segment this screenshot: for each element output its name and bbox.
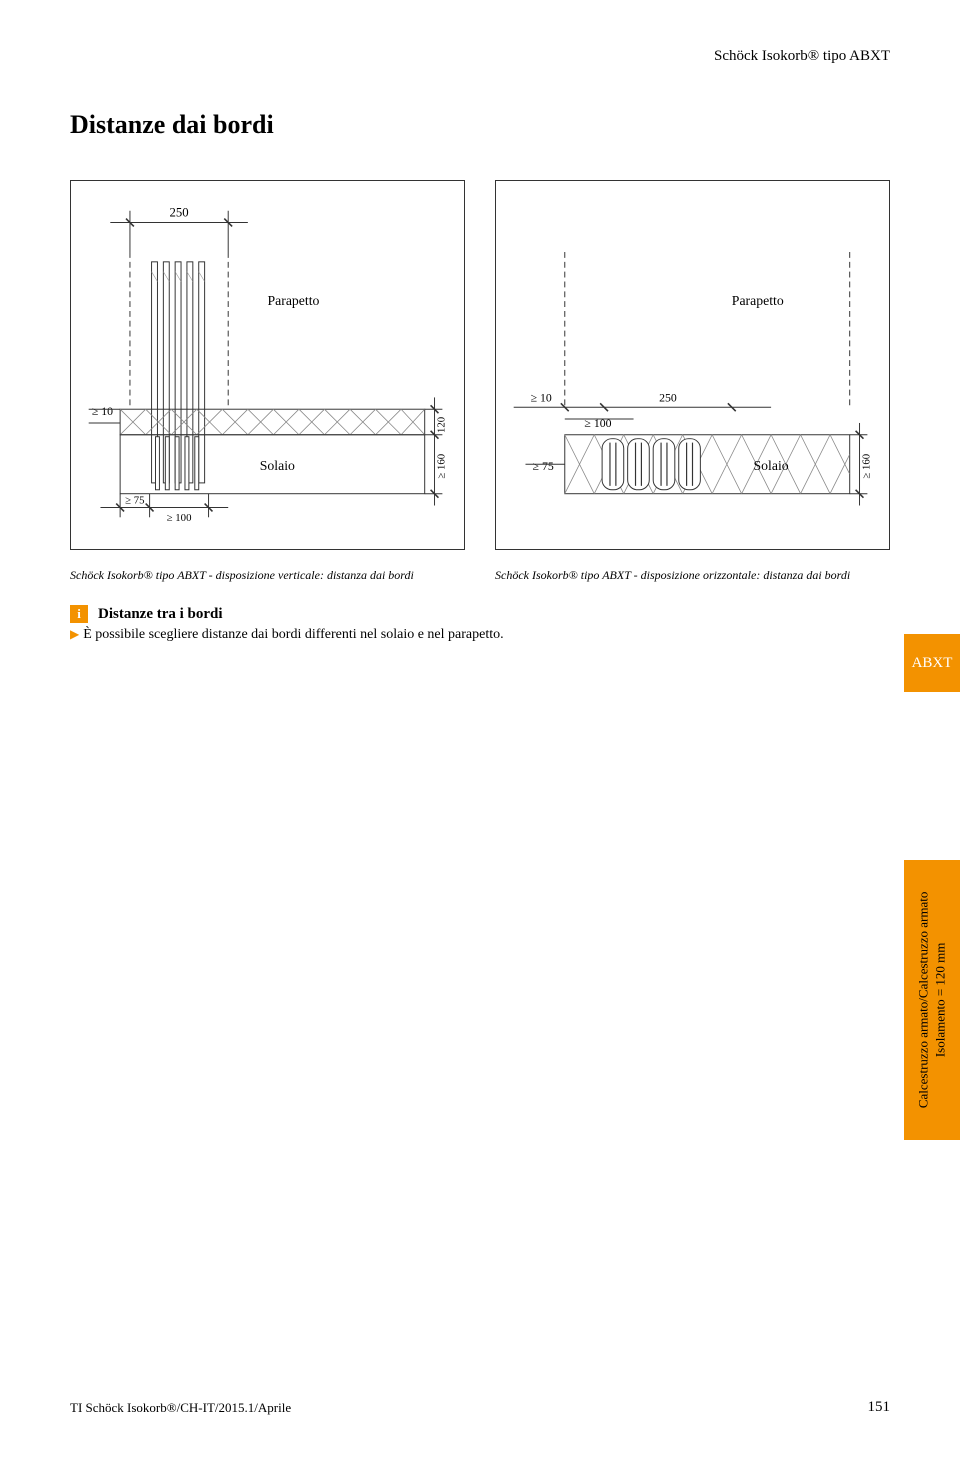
diagram-horizontal: Parapetto ≥ 10 250 ≥ 100 Solaio ≥ 75 — [495, 180, 890, 550]
label-solaio-r: Solaio — [754, 458, 789, 473]
info-bullet-text: È possibile scegliere distanze dai bordi… — [83, 627, 503, 642]
header-product: Schöck Isokorb® tipo ABXT — [714, 48, 890, 65]
diagram-vertical: 250 Parapetto ≥ 10 — [70, 180, 465, 550]
caption-row: Schöck Isokorb® tipo ABXT - disposizione… — [70, 568, 890, 583]
label-solaio: Solaio — [260, 458, 295, 473]
dim-ge100-r: ≥ 100 — [584, 416, 611, 430]
side-tab-line2: Isolamento = 120 mm — [932, 943, 947, 1058]
diagrams-row: 250 Parapetto ≥ 10 — [70, 180, 890, 550]
info-block: i Distanze tra i bordi ▶ È possibile sceg… — [70, 605, 890, 643]
info-bullet: ▶ È possibile scegliere distanze dai bord… — [70, 627, 890, 643]
dim-120: 120 — [435, 417, 447, 433]
caption-left: Schöck Isokorb® tipo ABXT - disposizione… — [70, 568, 465, 583]
dim-ge10: ≥ 10 — [92, 404, 113, 418]
dim-250-r: 250 — [659, 390, 677, 404]
dim-ge100: ≥ 100 — [167, 512, 192, 524]
footer-left: TI Schöck Isokorb®/CH-IT/2015.1/Aprile — [70, 1400, 291, 1416]
side-tab-abxt: ABXT — [904, 634, 960, 692]
dim-ge75-r: ≥ 75 — [533, 459, 554, 473]
info-title: Distanze tra i bordi — [98, 606, 223, 622]
dim-ge160-r: ≥ 160 — [860, 454, 872, 479]
dim-ge75: ≥ 75 — [125, 495, 144, 507]
caption-right: Schöck Isokorb® tipo ABXT - disposizione… — [495, 568, 890, 583]
footer-page-number: 151 — [868, 1399, 891, 1416]
side-tab-material: Calcestruzzo armato/Calcestruzzo armato … — [904, 860, 960, 1140]
info-icon: i — [70, 605, 88, 623]
label-parapetto-r: Parapetto — [732, 293, 784, 308]
label-parapetto: Parapetto — [268, 293, 320, 308]
dim-250: 250 — [169, 206, 188, 220]
bullet-arrow-icon: ▶ — [70, 627, 79, 641]
side-tab-line1: Calcestruzzo armato/Calcestruzzo armato — [915, 892, 930, 1109]
dim-ge160: ≥ 160 — [435, 454, 447, 479]
dim-ge10-r: ≥ 10 — [531, 390, 552, 404]
page-title: Distanze dai bordi — [70, 110, 890, 140]
